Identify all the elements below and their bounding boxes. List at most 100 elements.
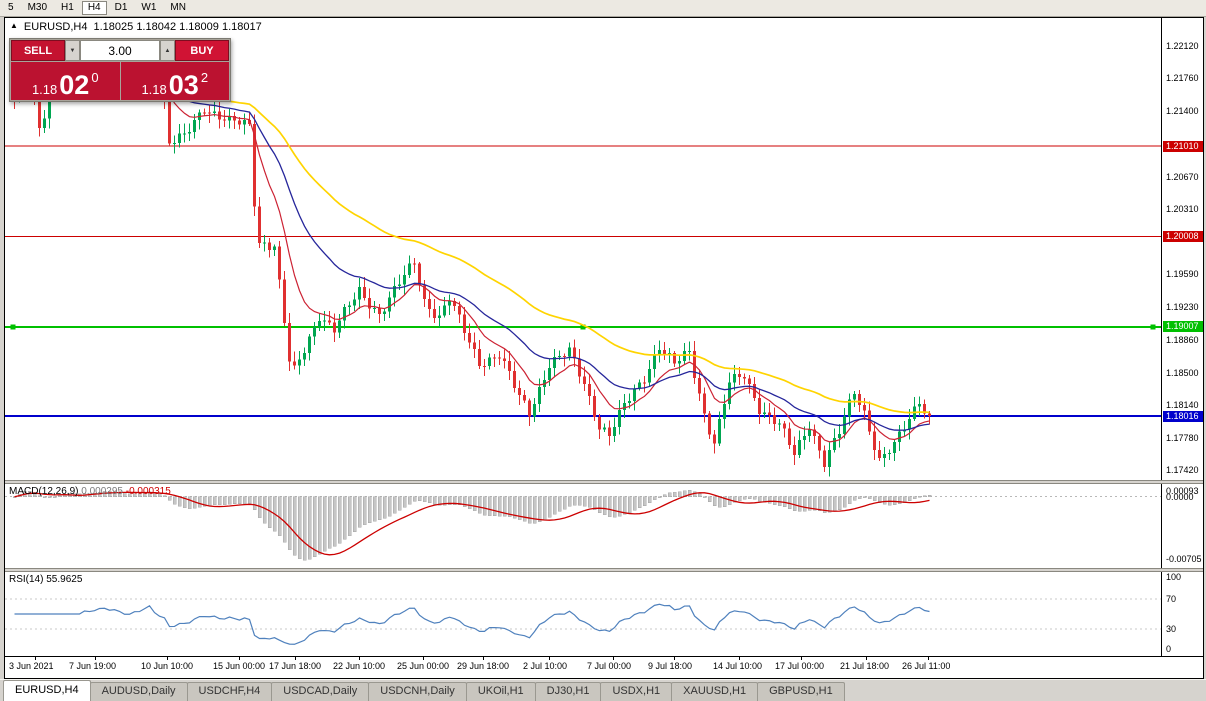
volume-input[interactable] (80, 40, 160, 61)
price-scale-label: 1.20670 (1166, 171, 1199, 182)
volume-decrease-button[interactable]: ▼ (65, 40, 80, 61)
price-scale-line-badge: 1.18016 (1163, 410, 1203, 422)
timeframe-button-h4[interactable]: H4 (81, 1, 107, 15)
time-axis-label: 17 Jun 18:00 (269, 661, 322, 671)
time-axis-label: 14 Jul 10:00 (713, 661, 763, 671)
time-axis-tick (801, 657, 802, 660)
panel-splitter[interactable] (5, 568, 1203, 572)
chart-ohlc-values: 1.18025 1.18042 1.18009 1.18017 (93, 21, 262, 33)
buy-price-big: 03 (168, 70, 199, 100)
chart-window: ▲ EURUSD,H4 1.18025 1.18042 1.18009 1.18… (4, 17, 1204, 679)
price-scale-label: 1.21760 (1166, 73, 1199, 84)
buy-price-display[interactable]: 1.18 03 2 (120, 62, 229, 100)
volume-increase-button[interactable]: ▲ (160, 40, 175, 61)
time-axis-tick (295, 657, 296, 660)
chart-tab-ukoil-h1[interactable]: UKOil,H1 (465, 682, 536, 701)
price-scale-label: 1.18860 (1166, 335, 1199, 346)
time-axis-tick (674, 657, 675, 660)
timeframe-button-5[interactable]: 5 (2, 1, 20, 15)
time-axis[interactable]: 3 Jun 2021 7 Jun 19:00 10 Jun 10:00 15 Jun … (5, 656, 1203, 677)
chart-tab-eurusd-h4[interactable]: EURUSD,H4 (3, 680, 91, 701)
price-scale-label: 1.19230 (1166, 301, 1199, 312)
one-click-collapse-icon[interactable]: ▲ (10, 21, 18, 30)
price-scale-label: 1.17420 (1166, 465, 1199, 475)
macd-scale-label: -0.00705 (1166, 554, 1202, 564)
price-scale-label: 1.20310 (1166, 204, 1199, 215)
price-scale-label: 1.17780 (1166, 432, 1199, 443)
price-scale-line-badge: 1.19007 (1163, 321, 1203, 333)
macd-scale-label: 0.00093 (1166, 486, 1199, 496)
time-axis-tick (423, 657, 424, 660)
sell-price-small: 1.18 (31, 82, 58, 97)
chart-tab-usdx-h1[interactable]: USDX,H1 (600, 682, 673, 701)
buy-price-small: 1.18 (141, 82, 167, 97)
time-axis-tick (739, 657, 740, 660)
time-axis-tick (483, 657, 484, 660)
time-axis-tick (866, 657, 867, 660)
timeframe-button-m30[interactable]: M30 (22, 1, 53, 15)
macd-scale-label: 0.0000 (1166, 491, 1194, 502)
timeframe-button-mn[interactable]: MN (164, 1, 192, 15)
sell-button[interactable]: SELL (11, 40, 65, 61)
time-axis-tick (35, 657, 36, 660)
time-axis-label: 22 Jun 10:00 (333, 661, 386, 671)
time-axis-label: 3 Jun 2021 (9, 661, 54, 671)
chart-tab-usdchf-h4[interactable]: USDCHF,H4 (186, 682, 273, 701)
time-axis-label: 7 Jul 00:00 (587, 661, 632, 671)
buy-button[interactable]: BUY (175, 40, 229, 61)
price-scale-label: 1.21400 (1166, 105, 1199, 116)
price-scale-label: 1.18140 (1166, 400, 1199, 411)
chart-tab-gbpusd-h1[interactable]: GBPUSD,H1 (757, 682, 845, 701)
macd-scale: 0.00093 0.0000 -0.00705 (1161, 484, 1203, 568)
time-axis-label: 29 Jun 18:00 (457, 661, 510, 671)
rsi-label: RSI(14) 55.9625 (9, 574, 83, 585)
sell-price-display[interactable]: 1.18 02 0 (11, 62, 120, 100)
timeframe-button-h1[interactable]: H1 (55, 1, 80, 15)
time-axis-label: 21 Jul 18:00 (840, 661, 890, 671)
time-axis-label: 26 Jul 11:00 (902, 661, 951, 671)
time-axis-label: 2 Jul 10:00 (523, 661, 568, 671)
time-axis-label: 25 Jun 00:00 (397, 661, 450, 671)
macd-plot[interactable]: MACD(12,26,9) 0.000295 -0.000315 (5, 484, 1161, 568)
rsi-panel: RSI(14) 55.9625 100 70 30 0 (5, 572, 1203, 656)
price-chart-panel: ▲ EURUSD,H4 1.18025 1.18042 1.18009 1.18… (5, 18, 1203, 480)
chart-symbol-label: EURUSD,H4 (23, 21, 88, 33)
panel-splitter[interactable] (5, 480, 1203, 484)
timeframe-button-w1[interactable]: W1 (135, 1, 162, 15)
time-axis-label: 15 Jun 00:00 (213, 661, 266, 671)
price-scale-line-badge: 1.20008 (1163, 231, 1203, 243)
chart-tab-usdcnh-daily[interactable]: USDCNH,Daily (368, 682, 467, 701)
chart-tabs-bar: EURUSD,H4 AUDUSD,Daily USDCHF,H4 USDCAD,Dai… (0, 679, 1206, 701)
rsi-scale-label: 30 (1166, 624, 1177, 635)
price-scale-label: 1.18500 (1166, 367, 1199, 378)
chart-tab-dj30-h1[interactable]: DJ30,H1 (534, 682, 602, 701)
timeframe-button-d1[interactable]: D1 (109, 1, 134, 15)
time-axis-tick (95, 657, 96, 660)
time-axis-tick (549, 657, 550, 660)
chart-tab-usdcad-daily[interactable]: USDCAD,Daily (271, 682, 370, 701)
rsi-scale-label: 100 (1166, 572, 1182, 582)
rsi-scale: 100 70 30 0 (1161, 572, 1203, 656)
time-axis-label: 10 Jun 10:00 (141, 661, 194, 671)
time-axis-label: 9 Jul 18:00 (648, 661, 693, 671)
time-axis-tick (613, 657, 614, 660)
sell-price-big: 02 (59, 70, 90, 100)
rsi-scale-label: 70 (1166, 593, 1177, 604)
price-scale-label: 1.19590 (1166, 269, 1199, 280)
time-axis-tick (167, 657, 168, 660)
buy-price-sup: 2 (200, 70, 209, 85)
chart-tab-audusd-daily[interactable]: AUDUSD,Daily (89, 682, 188, 701)
time-axis-label: 7 Jun 19:00 (69, 661, 117, 671)
price-scale[interactable]: 1.22120 1.21760 1.21400 1.20670 1.20310 1.195… (1161, 18, 1203, 480)
macd-panel: MACD(12,26,9) 0.000295 -0.000315 0.00093… (5, 484, 1203, 568)
time-axis-tick (359, 657, 360, 660)
time-axis-tick (239, 657, 240, 660)
price-plot[interactable]: ▲ EURUSD,H4 1.18025 1.18042 1.18009 1.18… (5, 18, 1161, 480)
price-scale-line-badge: 1.21010 (1163, 140, 1203, 152)
chart-title: ▲ EURUSD,H4 1.18025 1.18042 1.18009 1.18… (10, 21, 262, 33)
chart-tab-xauusd-h1[interactable]: XAUUSD,H1 (671, 682, 759, 701)
sell-price-sup: 0 (91, 70, 99, 85)
rsi-plot[interactable]: RSI(14) 55.9625 (5, 572, 1161, 656)
price-scale-label: 1.22120 (1166, 41, 1199, 51)
